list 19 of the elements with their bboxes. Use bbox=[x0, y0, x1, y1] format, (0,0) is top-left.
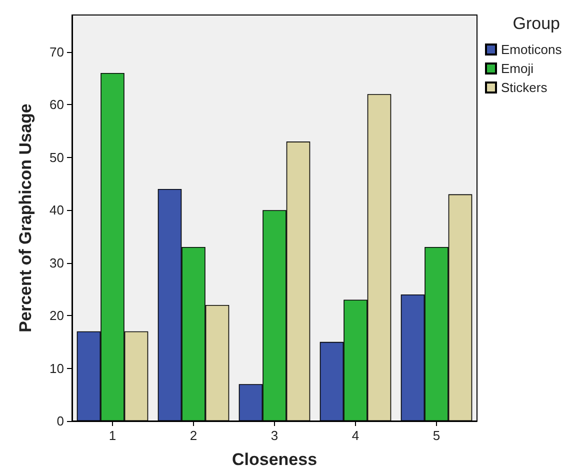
y-tick-label: 50 bbox=[50, 150, 64, 165]
y-tick-label: 20 bbox=[50, 308, 64, 324]
legend-title: Group bbox=[512, 14, 560, 33]
x-tick-label: 1 bbox=[108, 428, 116, 443]
y-tick-label: 70 bbox=[50, 44, 64, 60]
legend-label: Stickers bbox=[501, 80, 548, 95]
legend-label: Emoji bbox=[501, 61, 534, 76]
y-tick-label: 30 bbox=[50, 255, 64, 270]
y-tick-label: 60 bbox=[50, 97, 64, 112]
y-tick-label: 40 bbox=[50, 202, 64, 218]
x-tick-label: 2 bbox=[190, 428, 198, 443]
legend-label: Emoticons bbox=[501, 42, 562, 57]
x-tick-label: 4 bbox=[352, 428, 360, 443]
y-tick-label: 10 bbox=[50, 360, 64, 376]
y-axis-title: Percent of Graphicon Usage bbox=[16, 104, 35, 332]
y-tick-label: 0 bbox=[56, 414, 64, 428]
x-axis-title: Closeness bbox=[232, 450, 318, 469]
x-tick-label: 3 bbox=[270, 428, 278, 443]
x-tick-label: 5 bbox=[432, 428, 440, 443]
